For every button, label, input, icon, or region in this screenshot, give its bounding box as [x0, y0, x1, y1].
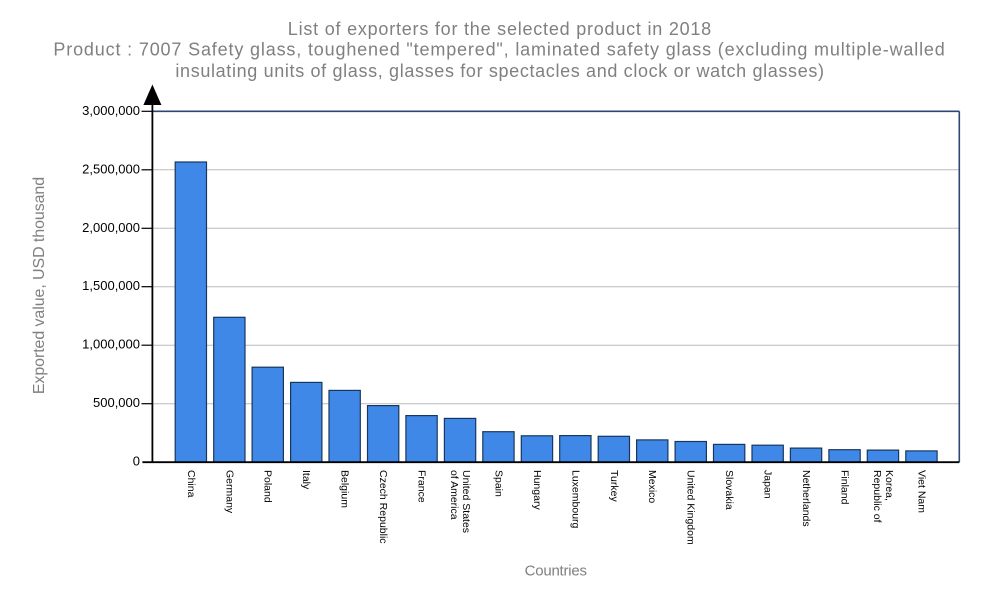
svg-text:China: China — [185, 470, 197, 498]
svg-text:Product : 7007 Safety glass, t: Product : 7007 Safety glass, toughened "… — [53, 40, 944, 60]
svg-text:Japan: Japan — [762, 470, 774, 499]
svg-text:2,000,000: 2,000,000 — [82, 220, 140, 235]
svg-text:1,500,000: 1,500,000 — [82, 278, 140, 293]
svg-text:Italy: Italy — [300, 470, 312, 490]
svg-text:Belgium: Belgium — [339, 470, 351, 508]
svg-text:Poland: Poland — [262, 470, 274, 503]
svg-text:1,000,000: 1,000,000 — [82, 337, 140, 352]
svg-text:Viet Nam: Viet Nam — [915, 470, 927, 513]
svg-text:insulating units of glass, gla: insulating units of glass, glasses for s… — [175, 61, 824, 81]
svg-text:Slovakia: Slovakia — [723, 470, 735, 510]
svg-text:Spain: Spain — [492, 470, 504, 497]
svg-text:France: France — [416, 470, 428, 503]
svg-text:Germany: Germany — [223, 470, 235, 514]
svg-text:of America: of America — [448, 470, 460, 520]
svg-text:Korea,: Korea, — [883, 470, 895, 501]
svg-text:Exported value, USD thousand: Exported value, USD thousand — [31, 177, 48, 394]
svg-text:Republic of: Republic of — [871, 470, 883, 523]
svg-text:2,500,000: 2,500,000 — [82, 161, 140, 176]
svg-text:United Kingdom: United Kingdom — [685, 470, 697, 545]
svg-text:500,000: 500,000 — [93, 395, 140, 410]
svg-text:List of exporters for the sele: List of exporters for the selected produ… — [288, 19, 711, 39]
svg-text:Turkey: Turkey — [608, 470, 620, 502]
svg-text:0: 0 — [133, 454, 140, 469]
svg-text:Czech Republic: Czech Republic — [377, 470, 389, 544]
svg-text:Netherlands: Netherlands — [800, 470, 812, 527]
svg-text:Luxembourg: Luxembourg — [569, 470, 581, 529]
svg-text:3,000,000: 3,000,000 — [82, 103, 140, 118]
svg-text:Hungary: Hungary — [531, 470, 543, 510]
svg-text:Finland: Finland — [839, 470, 851, 505]
svg-text:Mexico: Mexico — [646, 470, 658, 503]
svg-text:Countries: Countries — [525, 563, 587, 580]
svg-text:United States: United States — [460, 470, 472, 533]
